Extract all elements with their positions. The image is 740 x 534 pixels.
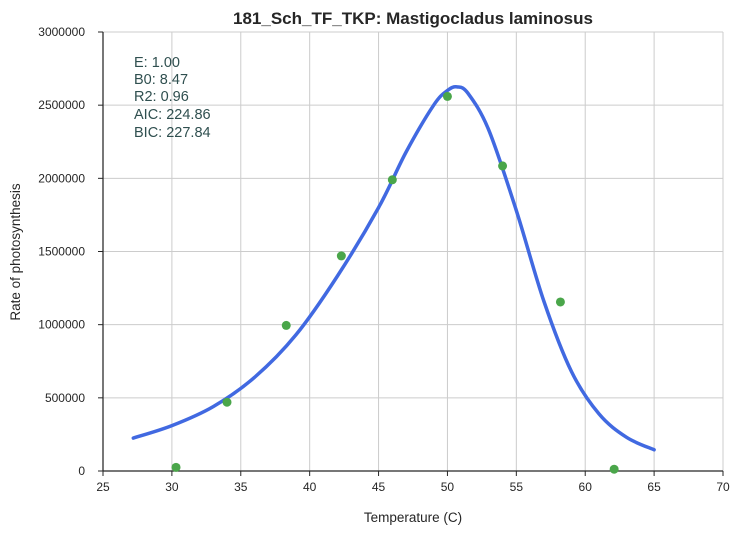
stat-aic: AIC: 224.86 <box>134 107 211 123</box>
data-point <box>387 175 397 185</box>
x-tick-label: 45 <box>372 480 386 494</box>
x-tick-label: 40 <box>303 480 317 494</box>
data-point <box>281 320 291 330</box>
stat-b0: B0: 8.47 <box>134 72 188 88</box>
y-tick-label: 3000000 <box>38 25 85 39</box>
x-tick-label: 65 <box>647 480 661 494</box>
y-tick-label: 1500000 <box>38 245 85 259</box>
x-tick-label: 60 <box>579 480 593 494</box>
x-tick-label: 70 <box>716 480 730 494</box>
y-tick-label: 2500000 <box>38 98 85 112</box>
plot-area <box>131 85 656 474</box>
y-tick-label: 1000000 <box>38 318 85 332</box>
data-point <box>222 397 232 407</box>
data-point <box>442 91 452 101</box>
data-point <box>498 161 508 171</box>
fit-statistics: E: 1.00 B0: 8.47 R2: 0.96 AIC: 224.86 BI… <box>134 55 211 141</box>
y-axis-label: Rate of photosynthesis <box>8 183 23 321</box>
fitted-curve <box>131 85 656 452</box>
x-tick-label: 30 <box>165 480 179 494</box>
data-point <box>336 251 346 261</box>
stat-r2: R2: 0.96 <box>134 89 189 105</box>
x-tick-label: 35 <box>234 480 248 494</box>
stat-bic: BIC: 227.84 <box>134 125 211 141</box>
y-tick-label: 500000 <box>45 391 85 405</box>
grid <box>102 31 724 472</box>
ticks: 25 30 35 40 45 50 55 60 65 70 0 500000 1000000 150000… <box>38 25 730 494</box>
y-tick-label: 0 <box>78 464 85 478</box>
y-tick-label: 2000000 <box>38 171 85 185</box>
data-point <box>171 462 181 472</box>
x-tick-label: 50 <box>441 480 455 494</box>
stat-e: E: 1.00 <box>134 55 180 71</box>
x-tick-label: 55 <box>510 480 524 494</box>
data-point <box>555 297 565 307</box>
chart-title: 181_Sch_TF_TKP: Mastigocladus laminosus <box>233 9 593 28</box>
x-axis-label: Temperature (C) <box>364 510 462 525</box>
data-point <box>609 464 619 474</box>
x-tick-label: 25 <box>96 480 110 494</box>
